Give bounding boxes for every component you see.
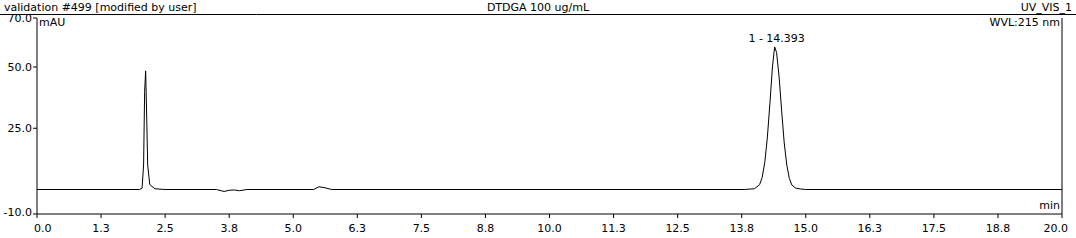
y-tick-label: 25.0 <box>8 122 33 135</box>
x-tick-label: 16.3 <box>858 222 883 235</box>
header-right: UV_VIS_1 <box>1021 1 1072 14</box>
x-tick-label: 12.5 <box>665 222 690 235</box>
x-tick-label: 10.0 <box>537 222 562 235</box>
x-tick <box>101 214 102 218</box>
y-tick-label: -10.0 <box>4 206 32 219</box>
x-tick-label: 5.0 <box>285 222 303 235</box>
chromatogram: validation #499 [modified by user] DTDGA … <box>0 0 1076 238</box>
signal-line <box>37 47 1062 192</box>
x-tick-label: 11.3 <box>601 222 626 235</box>
y-axis-label: mAU <box>39 16 65 29</box>
y-tick-label: 70.0 <box>8 12 33 25</box>
x-tick <box>997 214 998 218</box>
x-tick <box>805 214 806 218</box>
x-tick <box>1062 214 1063 218</box>
plot-area <box>37 47 1062 192</box>
y-axis <box>37 18 38 214</box>
header-rule <box>0 14 1076 15</box>
x-tick <box>869 214 870 218</box>
x-tick <box>933 214 934 218</box>
x-tick <box>613 214 614 218</box>
x-tick-label: 0.0 <box>34 222 52 235</box>
x-tick-label: 20.0 <box>1044 222 1069 235</box>
x-tick <box>165 214 166 218</box>
y-tick-label: 50.0 <box>8 61 33 74</box>
x-tick-label: 8.8 <box>477 222 495 235</box>
x-tick <box>421 214 422 218</box>
x-tick-label: 15.0 <box>794 222 819 235</box>
peak-label: 1 - 14.393 <box>748 32 804 45</box>
title: DTDGA 100 ug/mL <box>487 1 590 14</box>
subtitle: validation #499 [modified by user] <box>4 1 197 14</box>
x-tick-label: 1.3 <box>92 222 110 235</box>
x-tick-label: 2.5 <box>156 222 174 235</box>
x-tick <box>549 214 550 218</box>
x-tick <box>37 214 38 218</box>
x-tick <box>485 214 486 218</box>
x-tick-label: 7.5 <box>413 222 431 235</box>
y-tick <box>33 128 37 129</box>
x-tick <box>677 214 678 218</box>
x-tick-label: 13.8 <box>729 222 754 235</box>
x-tick-label: 17.5 <box>922 222 947 235</box>
x-tick <box>741 214 742 218</box>
x-tick <box>357 214 358 218</box>
x-tick-label: 3.8 <box>220 222 238 235</box>
right-axis <box>1062 18 1063 214</box>
x-tick <box>229 214 230 218</box>
x-tick <box>293 214 294 218</box>
x-axis-label: min <box>1039 199 1060 212</box>
y-tick <box>33 67 37 68</box>
y-tick <box>33 214 37 215</box>
y-tick <box>33 18 37 19</box>
x-tick-label: 6.3 <box>349 222 367 235</box>
x-tick-label: 18.8 <box>986 222 1011 235</box>
wavelength-label: WVL:215 nm <box>990 16 1060 29</box>
